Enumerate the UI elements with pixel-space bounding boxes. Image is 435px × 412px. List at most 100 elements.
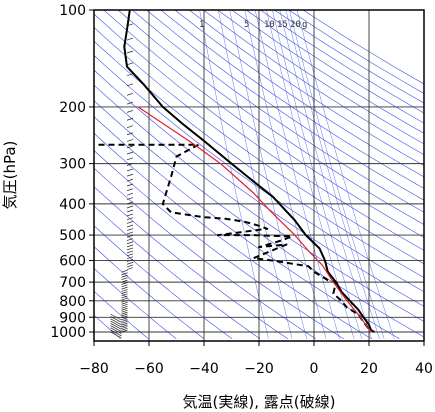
wind-barb: [121, 279, 128, 283]
mixing-ratio-label: 1: [199, 20, 204, 30]
dry-adiabat-line: [217, 10, 424, 145]
wind-barb: [126, 217, 134, 221]
x-tick-label: 20: [360, 361, 378, 377]
wind-barb: [121, 319, 128, 322]
dry-adiabat-line: [94, 69, 424, 307]
wind-barb: [126, 62, 134, 66]
wind-barb: [126, 188, 134, 192]
dry-adiabat-line: [117, 10, 424, 225]
wind-barb: [110, 327, 122, 335]
x-tick-label: −40: [189, 361, 219, 377]
wind-barb: [121, 291, 128, 294]
wind-barb: [110, 329, 122, 337]
wind-barb: [121, 324, 128, 328]
dry-adiabat-line: [94, 246, 205, 340]
y-tick-label: 100: [59, 3, 86, 19]
wind-barb: [126, 228, 134, 231]
wind-barb: [126, 205, 134, 209]
dry-adiabat-line: [203, 10, 424, 156]
x-tick-label: −60: [134, 361, 164, 377]
wind-barb: [110, 318, 122, 326]
dry-adiabat-line: [94, 116, 400, 340]
mixing-ratio-label: 10: [264, 20, 275, 30]
wind-barb: [121, 269, 128, 273]
wind-barb: [121, 321, 128, 324]
wind-barb: [126, 183, 134, 187]
y-tick-label: 200: [59, 100, 86, 116]
wind-barb: [121, 284, 128, 288]
wind-barbs: [110, 10, 134, 339]
y-tick-label: 600: [59, 254, 86, 270]
wind-barb: [121, 326, 128, 329]
wind-barb: [126, 201, 134, 205]
wind-barb: [126, 238, 134, 241]
wind-barb: [110, 331, 122, 339]
wind-barb: [126, 213, 134, 217]
mixing-ratio-label: 5: [244, 20, 249, 30]
dry-adiabat-line: [174, 10, 424, 178]
mixing-ratio-line: [272, 10, 363, 339]
wind-barb: [121, 286, 128, 290]
wind-barb: [126, 157, 134, 161]
wind-barb: [121, 303, 128, 307]
dry-adiabat-line: [94, 225, 233, 340]
y-tick-label: 700: [59, 275, 86, 291]
mixing-ratio-line: [254, 10, 340, 339]
y-tick-label: 500: [59, 228, 86, 244]
wind-barb: [110, 325, 122, 332]
wind-barb: [121, 327, 128, 331]
wind-barb: [126, 250, 134, 254]
dewpoint-line: [94, 143, 375, 333]
y-tick-label: 900: [59, 310, 86, 326]
dry-adiabat-line: [94, 132, 372, 340]
mixing-ratio-label: 20: [290, 20, 301, 30]
wind-barb: [121, 282, 128, 285]
wind-barb: [126, 173, 134, 177]
wind-barb: [110, 316, 122, 323]
dry-adiabat-line: [160, 10, 424, 189]
wind-barb: [126, 168, 134, 172]
temperature-line: [123, 10, 373, 333]
wind-barb: [121, 277, 128, 281]
x-axis-ticks: −80 −60 −40 −20 0 20 40: [79, 341, 433, 377]
wind-barb: [126, 37, 134, 41]
wind-barb: [126, 163, 134, 166]
wind-barb: [121, 307, 128, 311]
x-axis-title: 気温(実線), 露点(破線): [183, 393, 336, 411]
mixing-ratio-line: [218, 10, 293, 339]
wind-barb: [121, 299, 128, 303]
mixing-ratio-line: [285, 10, 380, 339]
wind-barb: [121, 329, 128, 333]
wind-barb: [126, 197, 134, 200]
mixing-ratio-line: [199, 10, 269, 339]
wind-barb: [110, 323, 122, 330]
wind-barb: [121, 311, 128, 315]
mixing-ratio-line: [229, 10, 308, 339]
parcel-line: [137, 106, 373, 333]
dry-adiabat-line: [94, 26, 424, 265]
x-tick-label: −80: [79, 361, 109, 377]
wind-barb: [126, 221, 134, 224]
wind-barb: [126, 224, 134, 228]
wind-barb: [126, 178, 134, 182]
wind-barb: [126, 125, 134, 129]
wind-barb: [121, 309, 128, 313]
dry-adiabat-line: [94, 167, 316, 340]
wind-barb: [126, 101, 134, 105]
dry-adiabat-line: [94, 40, 424, 278]
wind-barb: [126, 151, 134, 155]
wind-barb: [126, 256, 134, 260]
wind-barb: [121, 272, 128, 276]
wind-barb: [121, 293, 128, 297]
wind-barb: [110, 320, 122, 328]
wind-barb: [126, 139, 134, 142]
mixing-ratio-label: 15: [277, 20, 288, 30]
wind-barb: [126, 110, 134, 113]
wind-barb: [126, 50, 134, 54]
wind-barb: [126, 231, 134, 235]
mixing-ratio-line: [289, 10, 385, 339]
x-tick-label: 40: [415, 361, 433, 377]
dry-adiabat-line: [94, 314, 121, 340]
